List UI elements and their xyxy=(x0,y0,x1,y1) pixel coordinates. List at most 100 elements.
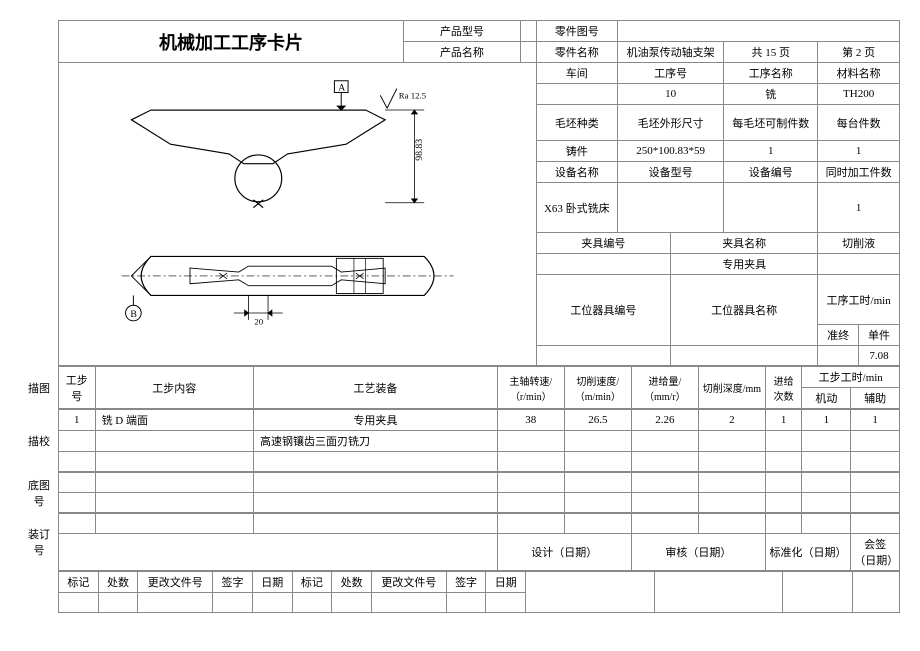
step-spindle: 38 xyxy=(497,410,564,431)
process-no-label: 工序号 xyxy=(617,63,723,84)
svg-text:B: B xyxy=(130,309,137,320)
equip-name: X63 卧式铣床 xyxy=(536,183,617,233)
unit-time: 7.08 xyxy=(859,346,900,366)
equip-no xyxy=(724,183,818,233)
blank-type: 铸件 xyxy=(536,141,617,162)
table-row: 高速钢镶齿三面刃铣刀 xyxy=(59,431,900,452)
col-step-time: 工步工时/min xyxy=(802,367,900,388)
table-row xyxy=(59,514,900,534)
coolant-label: 切削液 xyxy=(818,233,900,254)
footer-review: 审核（日期） xyxy=(631,534,765,571)
fixture-no-label: 夹具编号 xyxy=(536,233,670,254)
footer-signature: 签字 xyxy=(213,572,253,593)
step-aux: 1 xyxy=(851,410,900,431)
table-row xyxy=(59,493,900,513)
svg-text:98.83: 98.83 xyxy=(414,139,425,161)
equip-no-label: 设备编号 xyxy=(724,162,818,183)
col-machine: 机动 xyxy=(802,388,851,409)
blank-size: 250*100.83*59 xyxy=(617,141,723,162)
footer-change-doc2: 更改文件号 xyxy=(371,572,446,593)
step-machine: 1 xyxy=(802,410,851,431)
product-name-label: 产品名称 xyxy=(404,42,521,63)
svg-text:A: A xyxy=(338,83,345,94)
footer-design: 设计（日期） xyxy=(497,534,631,571)
blank-type-label: 毛坯种类 xyxy=(536,105,617,141)
parts-per-blank: 1 xyxy=(724,141,818,162)
process-card: 机械加工工序卡片 产品型号 零件图号 产品名称 零件名称 机油泵传动轴支架 共 … xyxy=(58,20,900,366)
side-bind-no: 装订号 xyxy=(20,513,58,571)
table-row xyxy=(59,452,900,472)
step-depth: 2 xyxy=(698,410,765,431)
unit-label: 单件 xyxy=(859,325,900,346)
footer-change-doc: 更改文件号 xyxy=(138,572,213,593)
col-tooling: 工艺装备 xyxy=(254,367,498,409)
part-drawing-no xyxy=(617,21,899,42)
col-spindle: 主轴转速/（r/min） xyxy=(497,367,564,409)
footer-sign: 会签（日期） xyxy=(851,534,900,571)
col-aux: 辅助 xyxy=(851,388,900,409)
station-name xyxy=(671,346,818,366)
material-label: 材料名称 xyxy=(818,63,900,84)
part-drawing-no-label: 零件图号 xyxy=(536,21,617,42)
process-time-label: 工序工时/min xyxy=(818,275,900,325)
col-feed-count: 进给次数 xyxy=(765,367,802,409)
fixture-no xyxy=(536,254,670,275)
col-step-no: 工步号 xyxy=(59,367,96,409)
process-no: 10 xyxy=(617,84,723,105)
footer-date2: 日期 xyxy=(486,572,526,593)
table-row: 1 铣 D 端面 专用夹具 38 26.5 2.26 2 1 1 1 xyxy=(59,410,900,431)
product-model xyxy=(520,21,536,42)
footer-mark2: 标记 xyxy=(292,572,332,593)
svg-text:20: 20 xyxy=(254,317,263,327)
material: TH200 xyxy=(818,84,900,105)
side-checked: 描校 xyxy=(20,409,58,472)
step-no: 1 xyxy=(59,410,96,431)
coolant xyxy=(818,254,900,275)
part-name-label: 零件名称 xyxy=(536,42,617,63)
parts-per-set-label: 每台件数 xyxy=(818,105,900,141)
simul-parts-label: 同时加工件数 xyxy=(818,162,900,183)
step-count: 1 xyxy=(765,410,802,431)
equip-name-label: 设备名称 xyxy=(536,162,617,183)
equip-model xyxy=(617,183,723,233)
footer-standard: 标准化（日期） xyxy=(765,534,850,571)
svg-text:Ra 12.5: Ra 12.5 xyxy=(399,90,427,100)
step-tooling2: 高速钢镶齿三面刃铣刀 xyxy=(254,431,498,452)
parts-per-blank-label: 每毛坯可制件数 xyxy=(724,105,818,141)
table-row xyxy=(59,473,900,493)
card-title: 机械加工工序卡片 xyxy=(59,21,404,63)
col-cutting: 切削速度/（m/min） xyxy=(564,367,631,409)
footer-place: 处数 xyxy=(98,572,138,593)
workshop xyxy=(536,84,617,105)
footer-date: 日期 xyxy=(252,572,292,593)
footer-signature2: 签字 xyxy=(446,572,486,593)
side-base-no: 底图号 xyxy=(20,472,58,513)
col-step-content: 工步内容 xyxy=(95,367,253,409)
workshop-label: 车间 xyxy=(536,63,617,84)
equip-model-label: 设备型号 xyxy=(617,162,723,183)
drawing-area: Ra 12.5 A 98.83 xyxy=(59,63,537,366)
total-pages: 共 15 页 xyxy=(724,42,818,63)
step-content: 铣 D 端面 xyxy=(95,410,253,431)
product-name xyxy=(520,42,536,63)
footer-place2: 处数 xyxy=(332,572,372,593)
process-name: 铣 xyxy=(724,84,818,105)
step-tooling1: 专用夹具 xyxy=(254,410,498,431)
fixture-name-label: 夹具名称 xyxy=(671,233,818,254)
process-name-label: 工序名称 xyxy=(724,63,818,84)
blank-size-label: 毛坯外形尺寸 xyxy=(617,105,723,141)
step-cutting: 26.5 xyxy=(564,410,631,431)
footer-mark: 标记 xyxy=(59,572,99,593)
fixture-name: 专用夹具 xyxy=(671,254,818,275)
part-name: 机油泵传动轴支架 xyxy=(617,42,723,63)
station-name-label: 工位器具名称 xyxy=(671,275,818,346)
col-feed: 进给量/（mm/r） xyxy=(631,367,698,409)
station-no xyxy=(536,346,670,366)
station-no-label: 工位器具编号 xyxy=(536,275,670,346)
col-depth: 切削深度/mm xyxy=(698,367,765,409)
technical-drawing: Ra 12.5 A 98.83 xyxy=(67,71,528,354)
step-feed: 2.26 xyxy=(631,410,698,431)
parts-per-set: 1 xyxy=(818,141,900,162)
product-model-label: 产品型号 xyxy=(404,21,521,42)
prep-label: 准终 xyxy=(818,325,859,346)
